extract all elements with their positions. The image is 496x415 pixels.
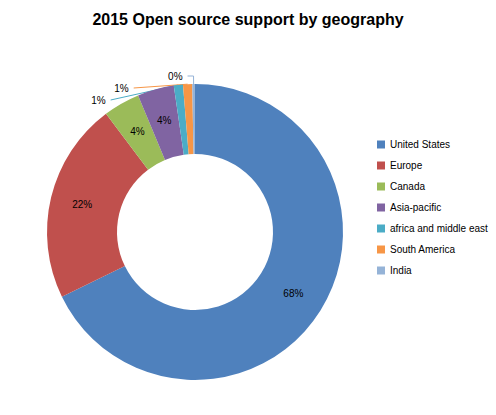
svg-text:1%: 1% [114, 83, 129, 94]
svg-text:0%: 0% [168, 71, 183, 82]
svg-text:South America: South America [390, 244, 455, 255]
svg-text:africa and middle east: africa and middle east [390, 223, 488, 234]
svg-text:2015 Open source support by ge: 2015 Open source support by geography [92, 11, 403, 28]
svg-text:68%: 68% [283, 288, 303, 299]
svg-text:Europe: Europe [390, 160, 423, 171]
svg-text:4%: 4% [157, 115, 172, 126]
svg-text:4%: 4% [130, 126, 145, 137]
svg-text:1%: 1% [91, 95, 106, 106]
svg-text:India: India [390, 265, 412, 276]
svg-text:Asia-pacific: Asia-pacific [390, 202, 441, 213]
svg-text:22%: 22% [72, 199, 92, 210]
svg-text:United States: United States [390, 139, 450, 150]
svg-text:Canada: Canada [390, 181, 425, 192]
